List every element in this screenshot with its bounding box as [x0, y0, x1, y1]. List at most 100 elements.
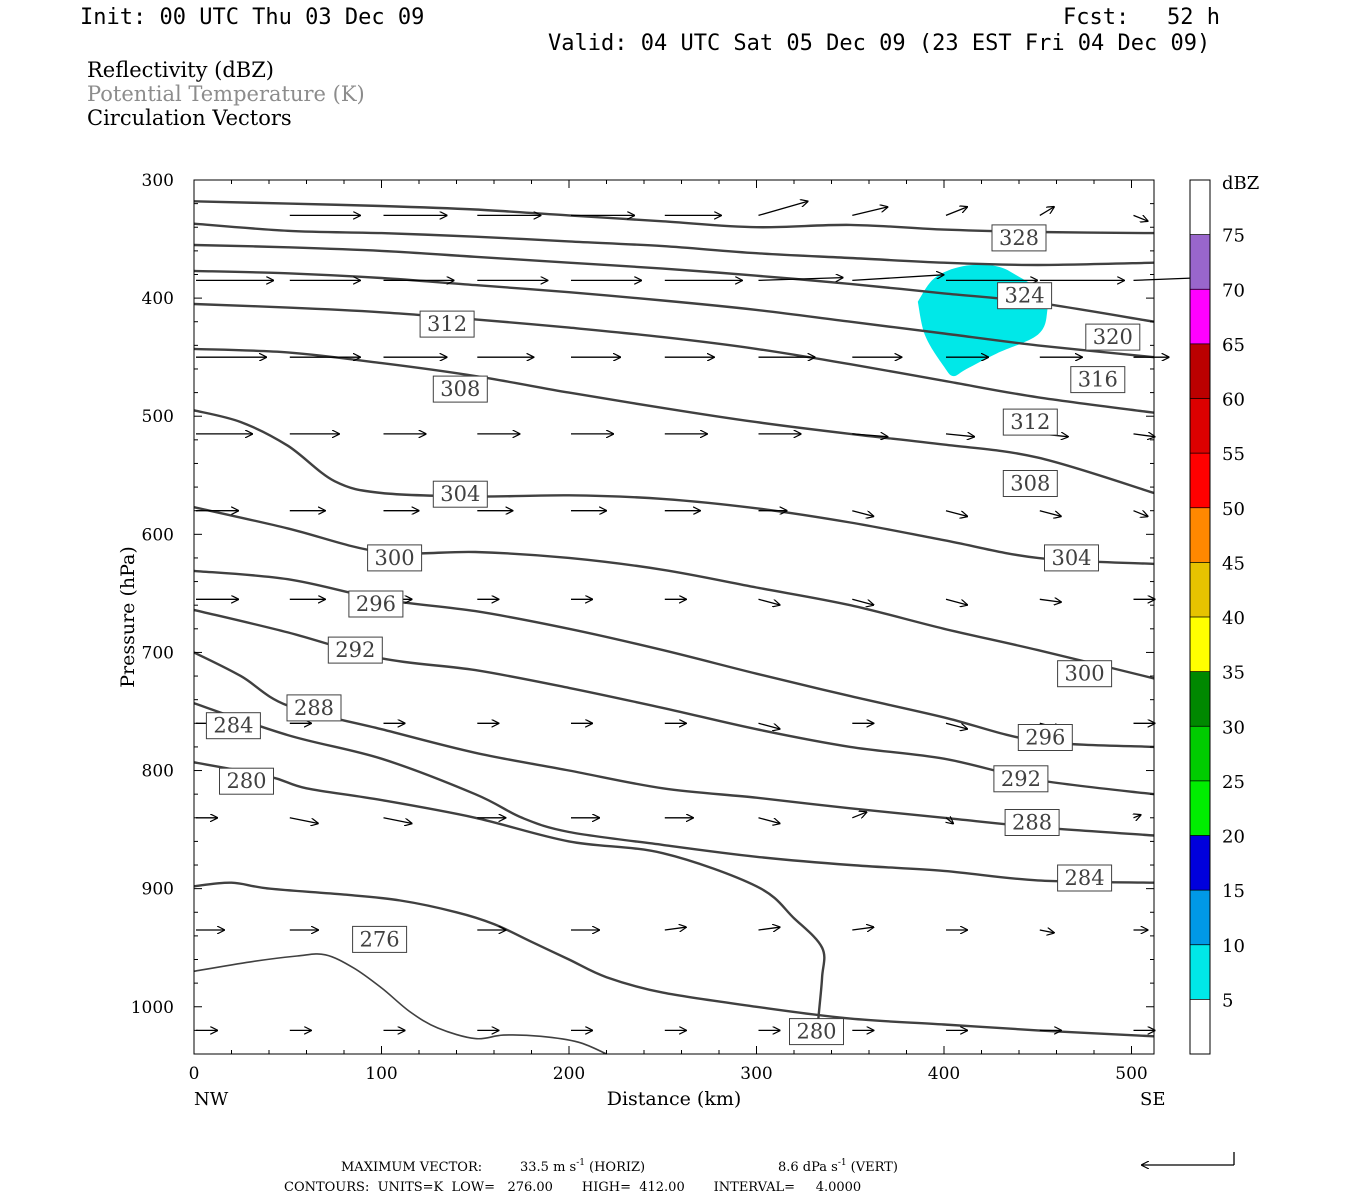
- x-tick-label: 300: [740, 1064, 772, 1084]
- y-tick-label: 500: [142, 407, 174, 427]
- forecast-hour-value: 52 h: [1167, 5, 1220, 30]
- contour-label-text: 308: [440, 377, 480, 401]
- theta-title: Potential Temperature (K): [87, 82, 365, 106]
- y-tick-label: 1000: [131, 998, 174, 1018]
- contour-label-288: 288: [1004, 809, 1060, 836]
- x-tick-label: 0: [189, 1064, 200, 1084]
- contour-label-text: 288: [1012, 811, 1052, 835]
- theta-contour-284: [193, 702, 1155, 884]
- theta-contour-328: [193, 200, 1155, 235]
- colorbar-label: 65: [1222, 335, 1245, 356]
- x-axis-left-end-label: NW: [194, 1089, 229, 1110]
- contour-label-280: 280: [219, 767, 274, 795]
- circulation-vector: [945, 510, 967, 517]
- contour-label-box: [432, 375, 488, 403]
- circulation-vector: [1133, 215, 1148, 221]
- y-tick-label: 800: [142, 762, 174, 782]
- contour-label-box: [1004, 809, 1060, 836]
- contour-label-text: 296: [1025, 726, 1065, 750]
- contour-label-300: 300: [367, 544, 423, 572]
- colorbar-segment: [1190, 944, 1210, 1000]
- contour-label-box: [286, 694, 342, 722]
- colorbar-segment: [1190, 671, 1210, 727]
- contour-label-text: 320: [1093, 325, 1133, 349]
- contour-label-312: 312: [419, 310, 475, 338]
- contour-label-box: [367, 544, 423, 572]
- colorbar-segment: [1190, 835, 1210, 891]
- circulation-vector: [1039, 930, 1054, 933]
- contour-label-text: 308: [1010, 472, 1050, 496]
- init-time: Init: 00 UTC Thu 03 Dec 09: [80, 5, 425, 30]
- circulation-vectors: [196, 201, 1204, 1030]
- contour-label-284: 284: [1057, 864, 1113, 892]
- contour-label-text: 316: [1078, 368, 1118, 392]
- circulation-vector: [383, 817, 412, 824]
- contour-label-text: 284: [213, 714, 253, 738]
- contour-label-box: [219, 767, 274, 795]
- colorbar-label: 15: [1222, 881, 1245, 902]
- circulation-vector: [758, 722, 780, 729]
- contour-label-text: 280: [796, 1020, 836, 1044]
- colorbar-label: 55: [1222, 444, 1245, 465]
- contour-label-308: 308: [1002, 470, 1058, 497]
- reflectivity-title: Reflectivity (dBZ): [87, 58, 275, 82]
- max-vector-vert: 8.6 dPa s-1 (VERT): [778, 1158, 898, 1175]
- contour-label-box: [1057, 864, 1113, 892]
- contour-label-box: [1070, 366, 1126, 394]
- valid-time: Valid: 04 UTC Sat 05 Dec 09 (23 EST Fri …: [548, 31, 1211, 56]
- contour-info: CONTOURS: UNITS=K LOW= 276.00 HIGH= 412.…: [284, 1180, 861, 1195]
- contour-label-box: [419, 310, 475, 338]
- colorbar-segment: [1190, 343, 1210, 399]
- theta-contour-280: [193, 761, 826, 1031]
- contour-label-320: 320: [1085, 323, 1141, 351]
- colorbar: 5 10 15 20 25 30 35 40 45 50 55 60 65 70 75: [1189, 179, 1245, 1055]
- y-tick-label: 400: [142, 289, 174, 309]
- colorbar-label: 35: [1222, 663, 1245, 684]
- colorbar-segment: [1190, 180, 1210, 235]
- contour-label-308: 308: [432, 375, 488, 403]
- contour-label-text: 284: [1065, 866, 1105, 890]
- y-tick-label: 600: [142, 525, 174, 545]
- theta-contour-304: [193, 409, 1155, 566]
- contour-label-box: [1002, 408, 1058, 436]
- y-tick-label: 300: [142, 171, 174, 191]
- circulation-vector: [758, 927, 780, 930]
- contour-label-box: [432, 480, 488, 508]
- axes: 0 100 200 300 400 500 300 400 500 600 700 800 900 100…: [131, 171, 1154, 1084]
- contour-label-296: 296: [1017, 724, 1073, 751]
- contour-label-text: 324: [1005, 284, 1045, 308]
- contour-label-text: 292: [335, 638, 375, 662]
- theta-contour-324: [193, 222, 1155, 267]
- contour-label-text: 300: [1065, 662, 1105, 686]
- circulation-vector: [852, 510, 873, 517]
- contour-label-296: 296: [348, 590, 404, 618]
- circulation-vector: [758, 201, 808, 217]
- circulation-vector: [758, 817, 780, 824]
- colorbar-label: 25: [1222, 772, 1245, 793]
- contour-label-box: [327, 636, 383, 664]
- circulation-vector: [1133, 434, 1155, 437]
- contour-label-box: [1044, 544, 1099, 572]
- colorbar-segment: [1190, 999, 1210, 1055]
- contour-label-text: 312: [1010, 410, 1050, 434]
- contour-label-288: 288: [286, 694, 342, 722]
- x-axis-title: Distance (km): [607, 1088, 742, 1110]
- colorbar-segment: [1190, 562, 1210, 618]
- contour-labels: 328 324 320 316 312 312 308 308 304 304 300 300 296 2…: [205, 224, 1141, 1046]
- contour-label-312: 312: [1002, 408, 1058, 436]
- reflectivity-layer: [917, 264, 1048, 377]
- contour-label-304: 304: [432, 480, 488, 508]
- circulation-vector: [945, 434, 974, 437]
- colorbar-segment: [1190, 617, 1210, 672]
- contour-label-276: 276: [352, 925, 408, 953]
- theta-contour-288: [193, 651, 1155, 837]
- circulation-vector: [1134, 815, 1141, 818]
- plot-frame: [193, 179, 1155, 1055]
- contour-label-324: 324: [997, 282, 1053, 310]
- contour-label-316: 316: [1070, 366, 1126, 394]
- circulation-vector: [758, 598, 780, 605]
- theta-contour-280: [193, 881, 1155, 1038]
- circulation-vector: [852, 207, 887, 217]
- forecast-hour-label: Fcst:: [1063, 5, 1130, 30]
- max-vector-horiz: 33.5 m s-1 (HORIZ): [520, 1158, 645, 1175]
